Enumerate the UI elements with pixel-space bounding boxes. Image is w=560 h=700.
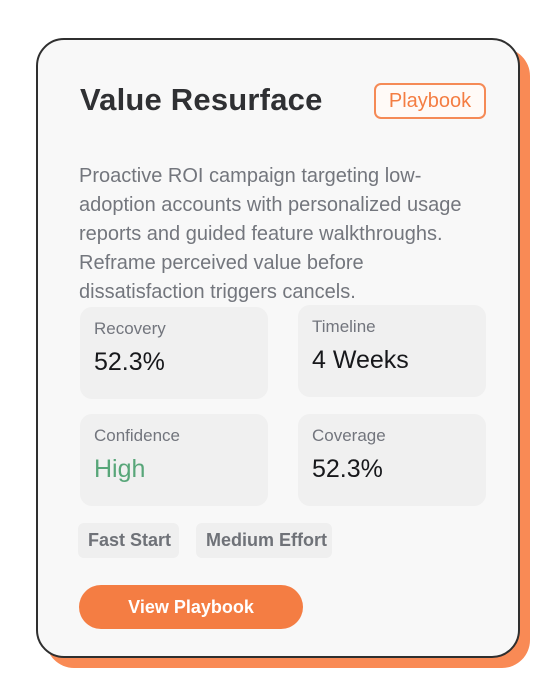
coverage-metric: Coverage 52.3% bbox=[298, 414, 486, 506]
coverage-value: 52.3% bbox=[312, 455, 383, 483]
playbook-badge: Playbook bbox=[374, 83, 486, 119]
coverage-label: Coverage bbox=[312, 426, 386, 445]
confidence-value: High bbox=[94, 455, 146, 483]
card-description: Proactive ROI campaign targeting low-ado… bbox=[79, 165, 462, 303]
timeline-label: Timeline bbox=[312, 317, 376, 336]
confidence-label: Confidence bbox=[94, 426, 181, 445]
confidence-metric: Confidence High bbox=[80, 414, 268, 506]
fast-start-tag: Fast Start bbox=[78, 523, 179, 558]
view-playbook-button[interactable]: View Playbook bbox=[79, 585, 303, 629]
medium-effort-tag: Medium Effort bbox=[196, 523, 332, 558]
recovery-metric: Recovery 52.3% bbox=[80, 307, 268, 399]
recovery-label: Recovery bbox=[94, 319, 166, 338]
recovery-value: 52.3% bbox=[94, 348, 165, 376]
playbook-card: Value Resurface Playbook Proactive ROI c… bbox=[36, 38, 520, 658]
timeline-metric: Timeline 4 Weeks bbox=[298, 305, 486, 397]
card-title: Value Resurface bbox=[80, 82, 323, 117]
timeline-value: 4 Weeks bbox=[312, 346, 409, 374]
